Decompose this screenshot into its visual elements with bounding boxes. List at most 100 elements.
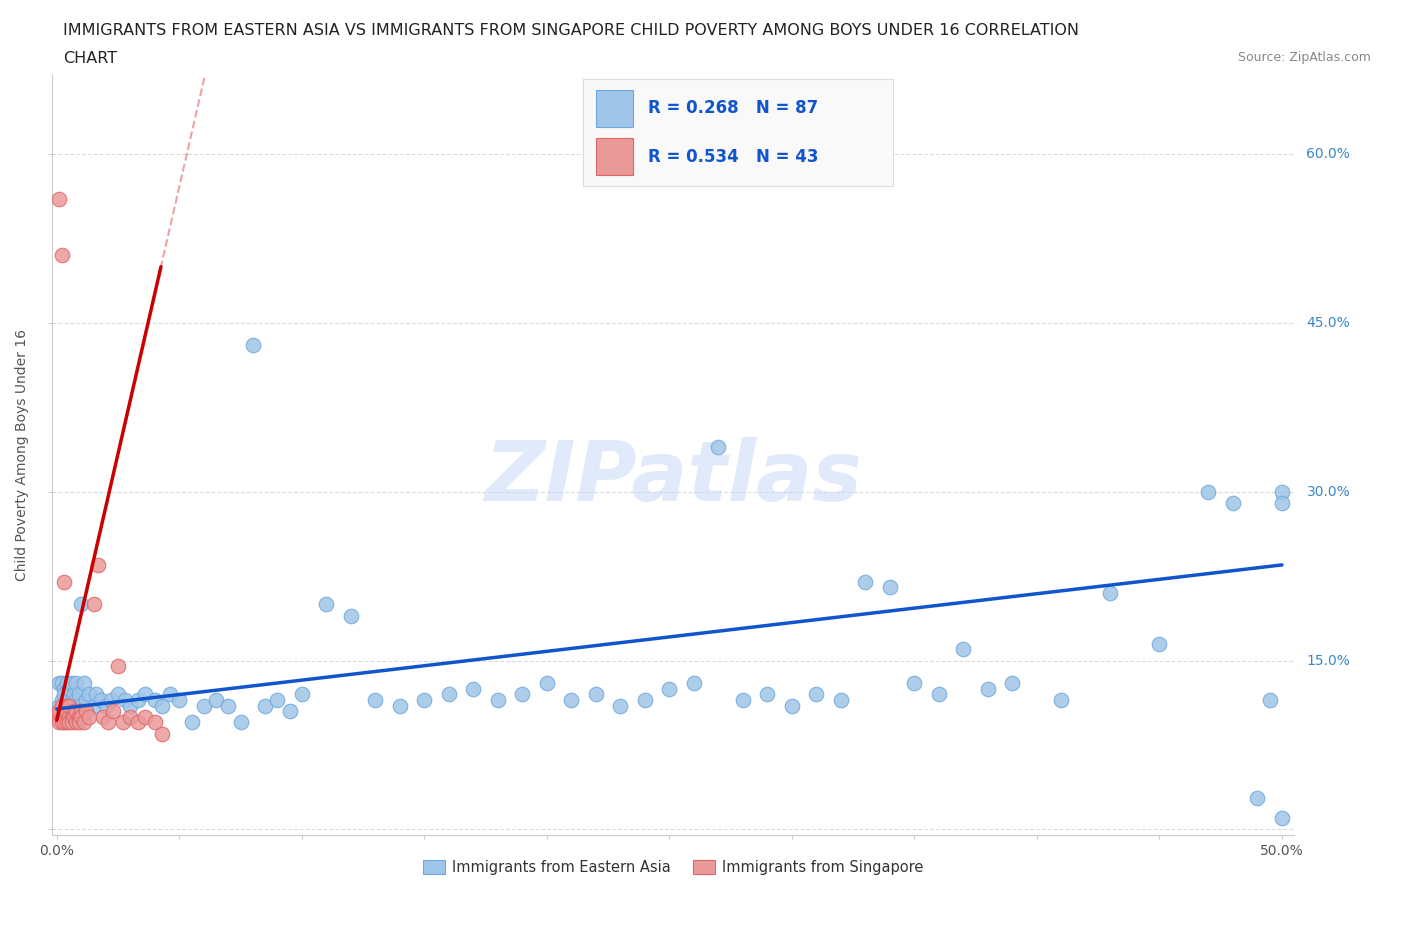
Point <box>53 710 76 724</box>
Point <box>756 687 779 702</box>
Point <box>1197 485 1219 499</box>
Point <box>67 687 90 702</box>
Point <box>1271 496 1294 511</box>
Point <box>84 687 107 702</box>
Text: 15.0%: 15.0% <box>1306 654 1350 668</box>
Text: R = 0.534   N = 43: R = 0.534 N = 43 <box>648 148 818 166</box>
Point <box>1271 485 1294 499</box>
Point <box>58 682 80 697</box>
Point <box>486 693 509 708</box>
Point <box>70 704 93 719</box>
Point <box>70 597 93 612</box>
Point <box>120 698 142 713</box>
Point <box>437 687 460 702</box>
Point <box>1149 636 1171 651</box>
Point <box>70 710 93 724</box>
Point <box>55 698 77 713</box>
Point <box>60 693 83 708</box>
Point <box>291 687 314 702</box>
Point <box>855 575 877 590</box>
Point <box>51 675 73 690</box>
Point <box>413 693 436 708</box>
Point <box>65 675 87 690</box>
Point <box>77 687 100 702</box>
Point <box>51 715 73 730</box>
Point <box>903 675 925 690</box>
Point <box>1050 693 1073 708</box>
Point <box>51 698 73 713</box>
Point <box>254 698 277 713</box>
Point <box>536 675 558 690</box>
Point <box>217 698 239 713</box>
Point <box>83 698 105 713</box>
Point <box>63 687 86 702</box>
Point <box>48 710 70 724</box>
Point <box>60 710 83 724</box>
Text: IMMIGRANTS FROM EASTERN ASIA VS IMMIGRANTS FROM SINGAPORE CHILD POVERTY AMONG BO: IMMIGRANTS FROM EASTERN ASIA VS IMMIGRAN… <box>63 23 1080 38</box>
Point <box>48 192 70 206</box>
Point <box>55 675 77 690</box>
Point <box>315 597 337 612</box>
Point <box>87 557 110 572</box>
Point <box>63 698 86 713</box>
Point <box>683 675 706 690</box>
Point <box>364 693 387 708</box>
Point <box>63 704 86 719</box>
Point <box>90 693 112 708</box>
Point <box>48 675 70 690</box>
Point <box>53 715 76 730</box>
Point <box>658 682 681 697</box>
Point <box>58 715 80 730</box>
Point <box>65 715 87 730</box>
Text: 60.0%: 60.0% <box>1306 147 1350 161</box>
Point <box>585 687 607 702</box>
Point <box>229 715 252 730</box>
Point <box>60 715 83 730</box>
Point <box>48 704 70 719</box>
Point <box>193 698 215 713</box>
Point <box>1099 586 1122 601</box>
Point <box>55 704 77 719</box>
Point <box>51 693 73 708</box>
Text: 30.0%: 30.0% <box>1306 485 1350 498</box>
Bar <box>596 138 633 175</box>
Point <box>93 710 115 724</box>
Point <box>780 698 803 713</box>
Point <box>169 693 191 708</box>
Point <box>977 682 1000 697</box>
Point <box>51 710 73 724</box>
Legend: Immigrants from Eastern Asia, Immigrants from Singapore: Immigrants from Eastern Asia, Immigrants… <box>418 854 929 881</box>
Point <box>134 687 156 702</box>
Point <box>101 704 124 719</box>
Point <box>1271 811 1294 826</box>
Text: CHART: CHART <box>63 51 117 66</box>
Point <box>55 715 77 730</box>
Point <box>107 687 129 702</box>
Point <box>73 675 96 690</box>
Point <box>1001 675 1024 690</box>
Point <box>48 715 70 730</box>
Point <box>58 710 80 724</box>
Point <box>928 687 950 702</box>
Point <box>53 698 76 713</box>
Point <box>143 715 166 730</box>
Point <box>65 704 87 719</box>
Point <box>512 687 534 702</box>
Point <box>150 726 173 741</box>
Bar <box>596 90 633 127</box>
Point <box>127 693 149 708</box>
Point <box>1258 693 1281 708</box>
Point <box>879 580 901 595</box>
Point <box>1246 790 1268 805</box>
Point <box>159 687 181 702</box>
Point <box>830 693 852 708</box>
Point <box>58 698 80 713</box>
Point <box>75 693 97 708</box>
Point <box>77 710 100 724</box>
Point <box>111 715 134 730</box>
Text: Source: ZipAtlas.com: Source: ZipAtlas.com <box>1237 51 1371 64</box>
Point <box>388 698 411 713</box>
Point <box>463 682 485 697</box>
Point <box>806 687 828 702</box>
Point <box>180 715 202 730</box>
